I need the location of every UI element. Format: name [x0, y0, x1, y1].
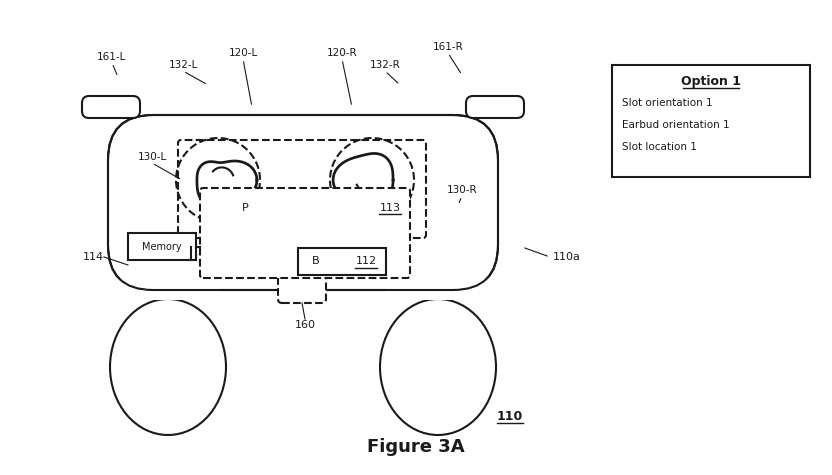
Bar	[120, 270, 220, 300]
Text: 160: 160	[295, 320, 315, 330]
Text: Figure 3A: Figure 3A	[367, 438, 465, 456]
Text: 130-L: 130-L	[137, 152, 166, 162]
Text: Slot location 1: Slot location 1	[622, 142, 697, 152]
Text: B: B	[312, 256, 319, 266]
Text: 120-L: 120-L	[228, 48, 258, 58]
Bar	[612, 65, 810, 177]
FancyBboxPatch shape	[200, 188, 410, 278]
Text: 110a: 110a	[553, 252, 581, 262]
Ellipse shape	[110, 299, 226, 435]
Text: 110: 110	[497, 410, 523, 424]
Text: 132-R: 132-R	[369, 60, 400, 70]
Text: 112: 112	[355, 256, 377, 266]
Bar	[298, 248, 386, 275]
Text: Option 1: Option 1	[681, 75, 741, 87]
Text: 114: 114	[82, 252, 103, 262]
FancyBboxPatch shape	[466, 96, 524, 118]
Text: 113: 113	[379, 203, 400, 213]
Text: 120-R: 120-R	[327, 48, 357, 58]
Text: Slot orientation 1: Slot orientation 1	[622, 98, 713, 108]
Text: 161-L: 161-L	[97, 52, 126, 62]
Text: Earbud orientation 1: Earbud orientation 1	[622, 120, 730, 130]
Bar	[386, 270, 486, 300]
Text: 132-L: 132-L	[168, 60, 198, 70]
Text: 130-R: 130-R	[447, 185, 478, 195]
Bar	[128, 233, 196, 260]
Text: P: P	[241, 203, 249, 213]
FancyBboxPatch shape	[82, 96, 140, 118]
FancyBboxPatch shape	[108, 115, 498, 290]
Text: 161-R: 161-R	[433, 42, 463, 52]
FancyBboxPatch shape	[278, 273, 326, 303]
Ellipse shape	[380, 299, 496, 435]
Text: Memory: Memory	[142, 241, 182, 251]
